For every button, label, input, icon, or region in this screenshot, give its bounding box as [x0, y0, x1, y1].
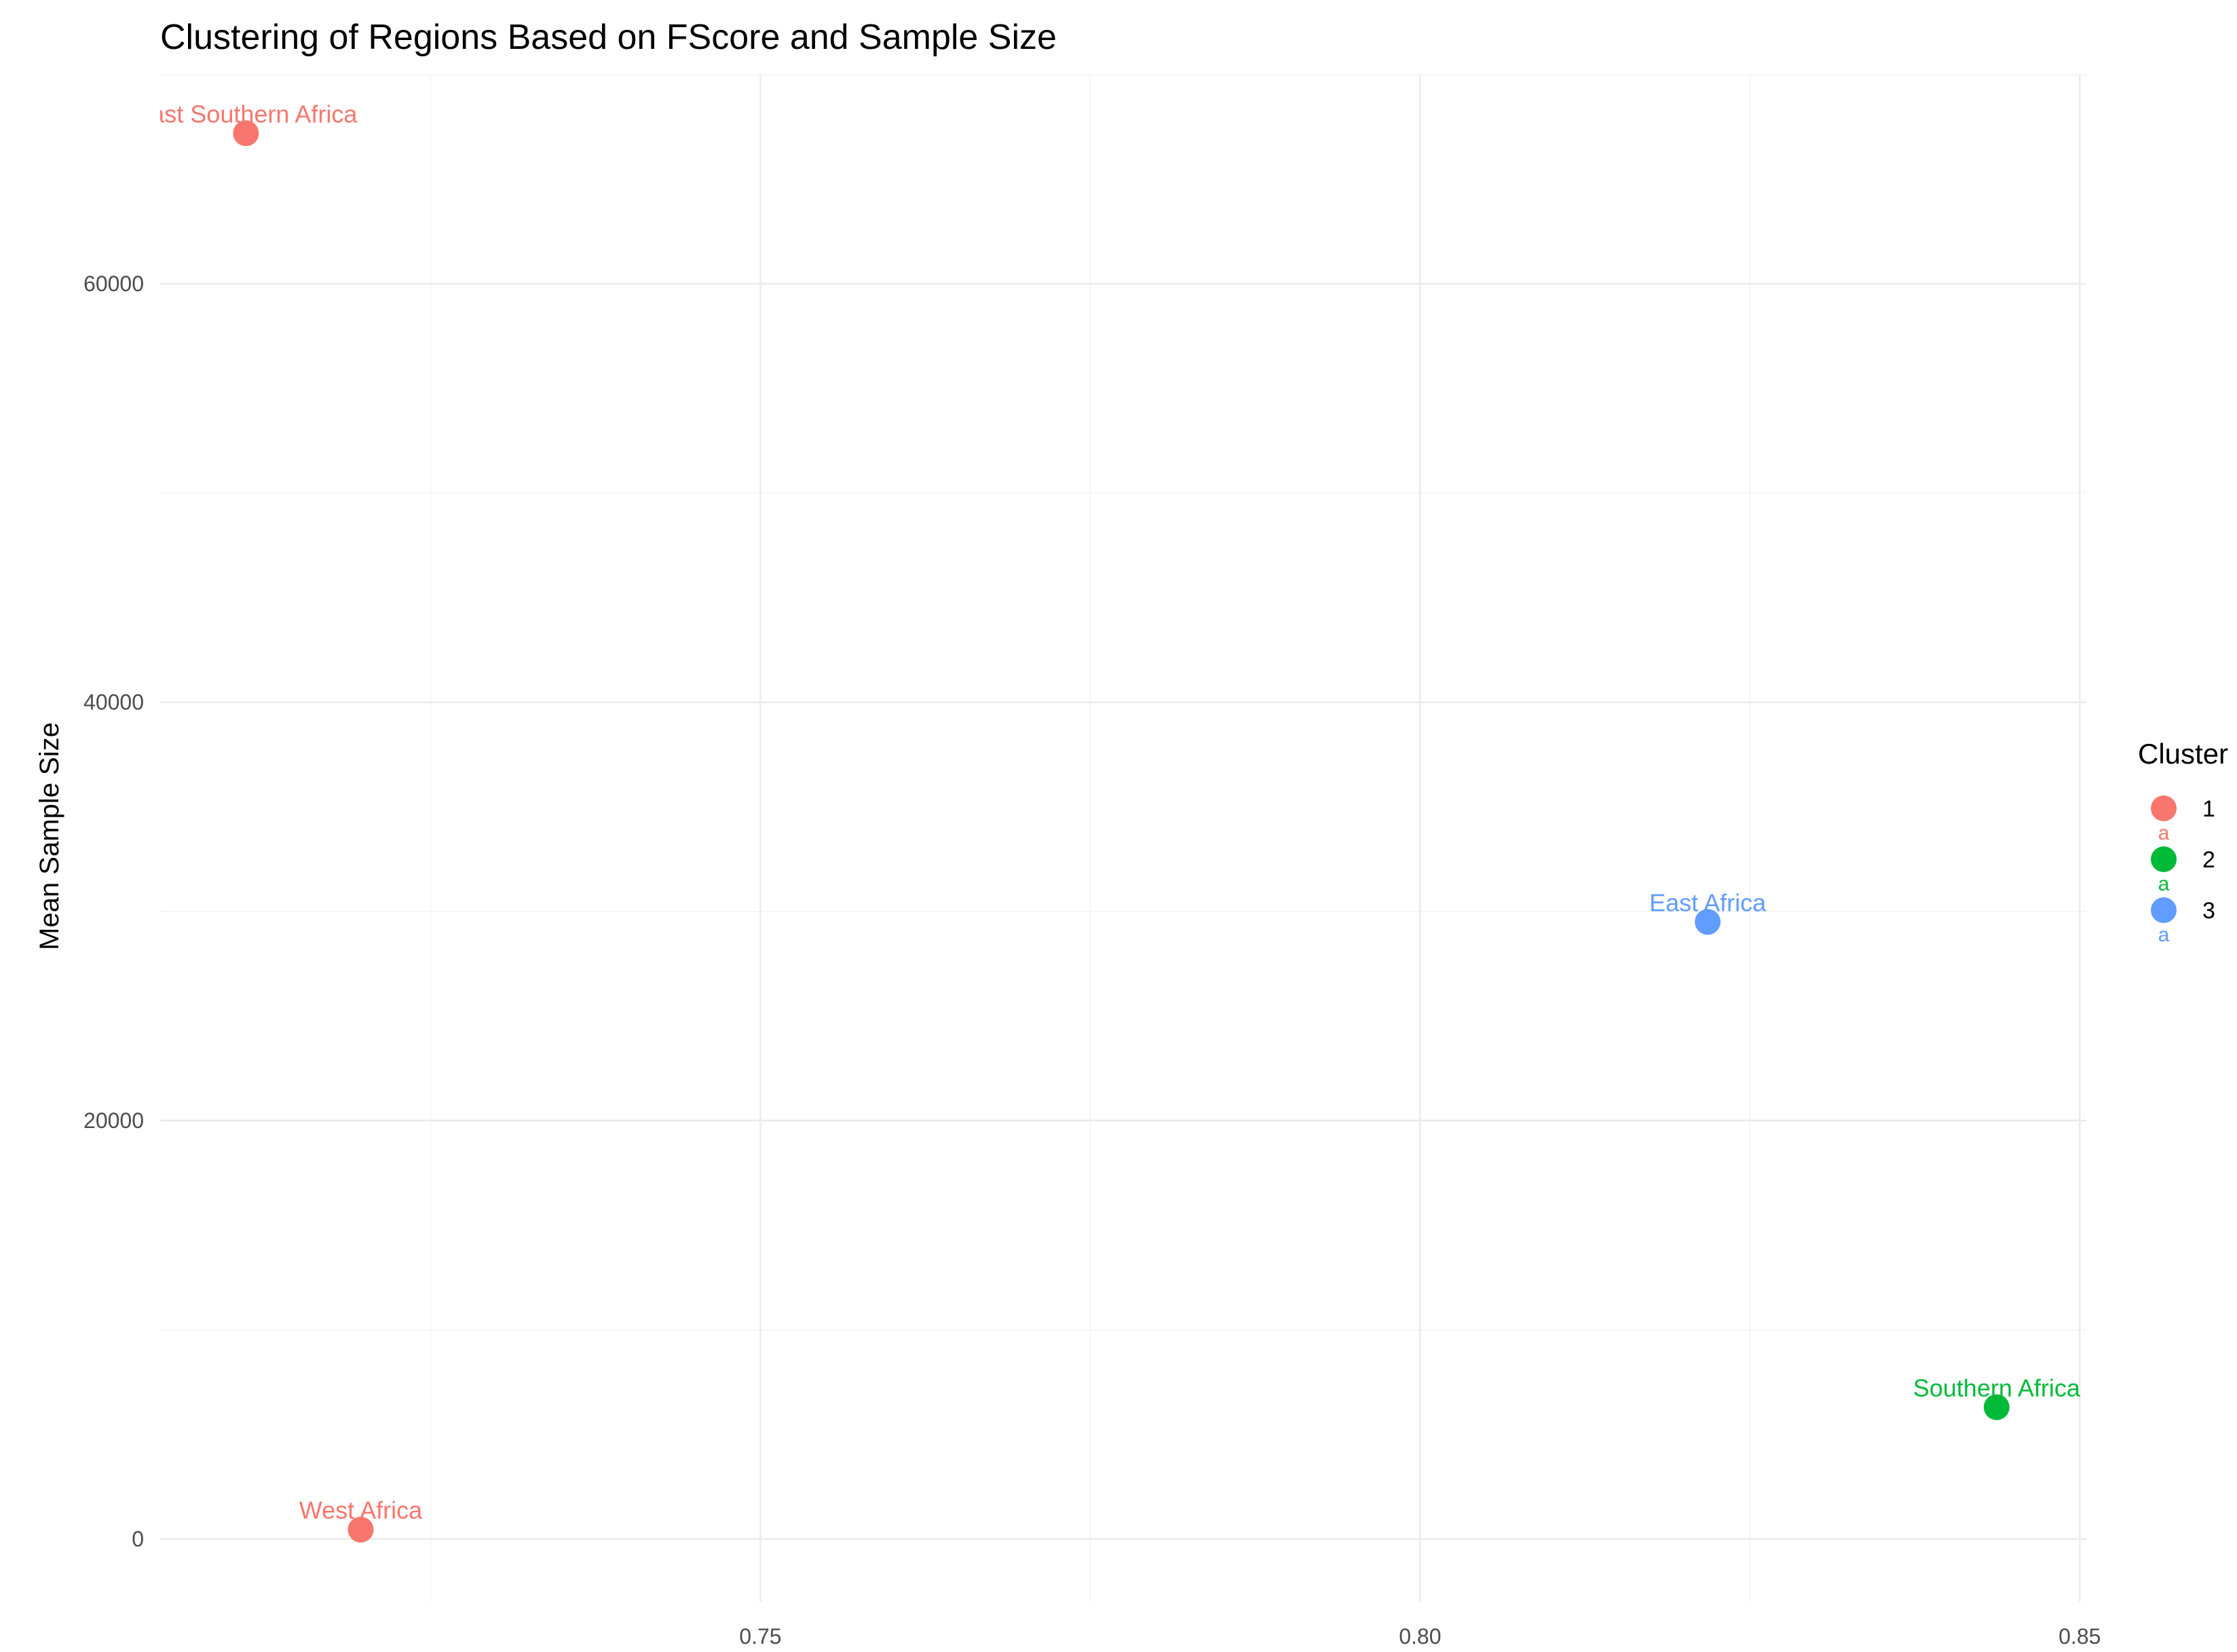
x-tick-label: 0.80 — [1399, 1624, 1441, 1649]
legend-title: Cluster — [2138, 738, 2228, 770]
y-tick-label: 20000 — [83, 1108, 144, 1133]
x-tick-label: 0.85 — [2059, 1624, 2101, 1649]
data-point — [1695, 909, 1721, 935]
chart-title: Clustering of Regions Based on FScore an… — [160, 18, 1057, 57]
y-axis-label: Mean Sample Size — [35, 722, 64, 950]
major-gridlines — [160, 75, 2086, 1602]
x-tick-label: 0.75 — [739, 1624, 781, 1649]
x-axis-ticks: 0.75 0.80 0.85 — [739, 1624, 2101, 1649]
legend-entry-label: 1 — [2202, 796, 2215, 822]
legend: Cluster a 1 a 2 a 3 — [2138, 738, 2228, 946]
y-tick-label: 40000 — [83, 690, 144, 715]
data-point — [233, 120, 259, 147]
y-tick-label: 60000 — [83, 271, 144, 296]
data-points: East Southern Africa West Africa Southern … — [134, 100, 2081, 1543]
data-point — [1983, 1394, 2010, 1421]
legend-key-point — [2151, 846, 2177, 872]
point-label: East Southern Africa — [134, 100, 358, 128]
y-axis-ticks: 0 20000 40000 60000 — [83, 271, 144, 1551]
legend-key-text: a — [2158, 822, 2170, 844]
legend-key-point — [2151, 897, 2177, 923]
minor-gridlines — [160, 74, 2086, 1602]
legend-key-text: a — [2158, 873, 2170, 895]
legend-key-text: a — [2158, 924, 2170, 946]
legend-entry-label: 2 — [2202, 847, 2215, 873]
point-label: West Africa — [299, 1497, 423, 1524]
y-tick-label: 0 — [132, 1527, 144, 1552]
legend-entry-label: 3 — [2202, 898, 2215, 924]
legend-key-point — [2151, 795, 2177, 821]
point-label: Southern Africa — [1913, 1374, 2081, 1402]
point-label: East Africa — [1649, 888, 1767, 916]
data-point — [347, 1516, 374, 1543]
